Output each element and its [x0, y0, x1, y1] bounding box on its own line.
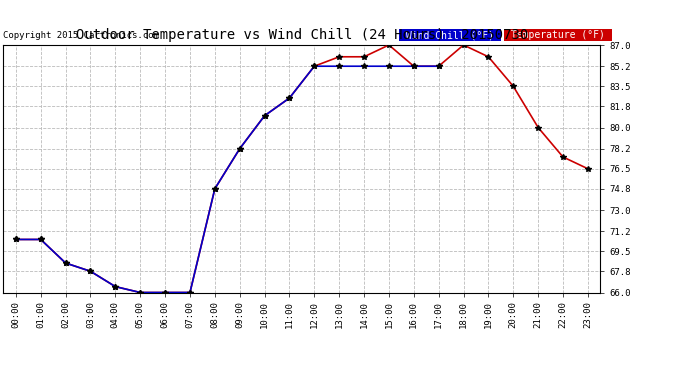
Title: Outdoor Temperature vs Wind Chill (24 Hours)  20150730: Outdoor Temperature vs Wind Chill (24 Ho… [76, 28, 528, 42]
Text: Copyright 2015 Cartronics.com: Copyright 2015 Cartronics.com [3, 31, 159, 40]
Text: Wind Chill (°F): Wind Chill (°F) [400, 30, 500, 40]
Text: Temperature (°F): Temperature (°F) [505, 30, 611, 40]
